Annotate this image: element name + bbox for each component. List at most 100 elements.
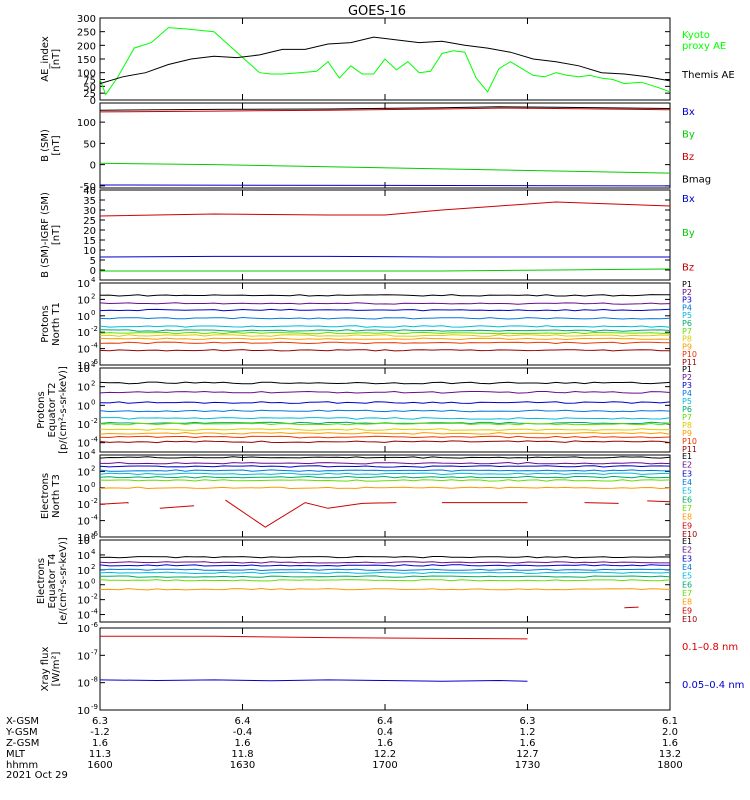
orbit-value: 11.8 (231, 749, 253, 760)
y-tick-label: 10 (77, 706, 90, 717)
y-tick-label: 10 (77, 611, 90, 622)
legend-label-line: By (682, 129, 695, 140)
legend-label-line: P7 (682, 413, 692, 422)
series-line-p8 (99, 428, 671, 431)
series-line-p5 (99, 325, 671, 328)
y-axis-label: B (SM)[nT] (40, 129, 62, 162)
series-line-p3 (99, 401, 671, 404)
y-axis-label-line: Electrons (40, 473, 51, 519)
legend-label-line: E6 (682, 580, 692, 589)
legend-label-line: P11 (682, 358, 697, 367)
orbit-row-label: Y-GSM (5, 727, 38, 738)
legend-label-line: P4 (682, 389, 692, 398)
y-axis-label-line: [nT] (51, 135, 62, 155)
legend-label: By (682, 129, 695, 140)
y-axis-label: Xray flux[W/m²] (40, 647, 62, 692)
series-line-p2 (99, 302, 671, 305)
orbit-value: 6.3 (520, 716, 536, 727)
y-tick-label: 10 (77, 439, 90, 450)
legend-label: P9 (682, 429, 692, 438)
series-line-p10 (99, 341, 671, 345)
y-axis-label: AE_index[nT] (40, 36, 62, 82)
orbit-value: 1600 (87, 760, 112, 771)
panel-frame (99, 627, 671, 711)
legend-label-line: E10 (682, 530, 697, 539)
series-line-p10 (99, 435, 671, 439)
y-tick-label: 25 (83, 216, 96, 227)
y-tick-exponent: -8 (91, 676, 98, 684)
orbit-value: 12.7 (516, 749, 538, 760)
legend-label: E5 (682, 572, 692, 581)
legend-label-line: P3 (682, 296, 692, 305)
y-tick-label: 10 (77, 551, 90, 562)
panel-frame (99, 367, 671, 453)
y-tick-exponent: -2 (91, 497, 98, 505)
legend-label: P8 (682, 421, 692, 430)
y-tick-exponent: -4 (91, 342, 99, 350)
y-tick-label: 10 (83, 246, 96, 257)
legend-label-line: proxy AE (682, 41, 726, 52)
legend-label: P11 (682, 358, 697, 367)
series-line-p4 (99, 409, 671, 413)
legend-label-line: P10 (682, 437, 697, 446)
series-line-themis-ae (99, 36, 671, 85)
legend-label: Bx (682, 107, 695, 118)
series-line-e2 (100, 461, 671, 465)
orbit-value: 1.6 (377, 738, 393, 749)
orbit-row-label: hhmm (6, 760, 38, 771)
legend-label: P10 (682, 350, 697, 359)
series-line-p6 (99, 329, 671, 332)
y-axis-label-line: North T3 (51, 474, 62, 518)
legend-label: P6 (682, 405, 692, 414)
orbit-value: 1.6 (235, 738, 251, 749)
legend-label: P3 (682, 381, 692, 390)
legend-label: Kyoto proxy AE (682, 30, 726, 52)
orbit-value: 13.2 (659, 749, 681, 760)
series-line-0-05-0-4-nm (99, 679, 528, 682)
y-tick-label: 0 (90, 266, 96, 277)
series-line-p8 (99, 334, 671, 337)
series-line-e1 (99, 456, 671, 459)
series-line-p5 (100, 417, 671, 420)
legend-label: E9 (682, 606, 692, 615)
legend-label-line: P8 (682, 421, 692, 430)
y-tick-label: 10 (77, 484, 90, 495)
y-tick-exponent: 0 (91, 481, 95, 489)
legend-label-line: Bx (682, 194, 695, 205)
legend-label-line: P9 (682, 342, 692, 351)
legend-label: E8 (682, 598, 692, 607)
y-tick-exponent: -6 (91, 530, 99, 538)
legend-label-line: E3 (682, 469, 692, 478)
orbit-value: 2.0 (662, 727, 678, 738)
y-axis-label-line: Equator T4 (47, 554, 58, 609)
y-tick-label: 10 (77, 312, 90, 323)
y-tick-label: 0 (90, 96, 96, 107)
y-tick-label: 10 (77, 581, 90, 592)
y-axis-label-line: Electrons (36, 558, 47, 604)
legend-label: E8 (682, 513, 692, 522)
legend-label: P4 (682, 303, 692, 312)
legend-label: E4 (682, 563, 692, 572)
y-tick-exponent: -4 (91, 436, 99, 444)
legend-label-line: E5 (682, 572, 692, 581)
legend-label: P3 (682, 296, 692, 305)
y-axis-label-line: Equator T2 (47, 383, 58, 438)
legend-label-line: P7 (682, 327, 692, 336)
y-tick-label: 50 (83, 82, 96, 93)
series-line-e6 (100, 575, 671, 578)
legend-label-line: P11 (682, 445, 697, 454)
legend-label-line: Bx (682, 107, 695, 118)
y-tick-label: 250 (77, 28, 96, 39)
orbit-value: -0.4 (233, 727, 253, 738)
y-tick-exponent: 4 (91, 548, 96, 556)
legend-label: E3 (682, 554, 692, 563)
y-tick-label: 10 (77, 596, 90, 607)
y-tick-label: 10 (77, 295, 90, 306)
orbit-value: 1.6 (520, 738, 536, 749)
series-line-e6 (99, 475, 671, 479)
series-line-p3 (99, 308, 671, 312)
y-axis-label: ElectronsEquator T4[e/(cm²-s-sr-keV)] (36, 537, 69, 625)
legend-label: P2 (682, 373, 692, 382)
series-line-e7 (99, 479, 671, 482)
